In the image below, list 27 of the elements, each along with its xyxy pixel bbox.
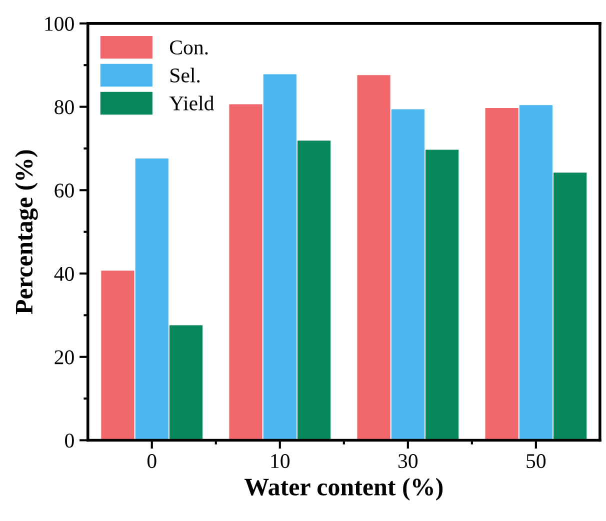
y-tick-label: 0 (65, 434, 74, 448)
legend-label: Sel. (170, 68, 200, 83)
y-tick-label: 20 (54, 350, 74, 364)
bar (297, 140, 331, 440)
legend-label: Yield (169, 96, 214, 110)
bar (554, 172, 587, 440)
bar (391, 109, 424, 440)
x-tick-label: 0 (147, 454, 156, 468)
bar (169, 325, 203, 440)
x-tick-label: 30 (398, 454, 418, 468)
y-tick-label: 40 (54, 266, 74, 281)
legend-label: Con. (170, 40, 208, 55)
bar (135, 158, 168, 440)
bar (101, 270, 134, 440)
bar (229, 104, 262, 440)
bar (263, 74, 296, 440)
bar (425, 150, 459, 440)
x-tick-label: 10 (271, 454, 290, 468)
bar (485, 108, 518, 440)
x-tick-label: 50 (526, 454, 546, 468)
y-tick-label: 60 (54, 184, 74, 198)
bar (519, 105, 552, 440)
bar (357, 75, 390, 440)
y-tick-label: 100 (45, 16, 74, 31)
y-tick-label: 80 (54, 100, 74, 114)
x-axis-title: Water content (%) (244, 478, 443, 501)
y-axis-title: Percentage (%) (15, 150, 38, 314)
